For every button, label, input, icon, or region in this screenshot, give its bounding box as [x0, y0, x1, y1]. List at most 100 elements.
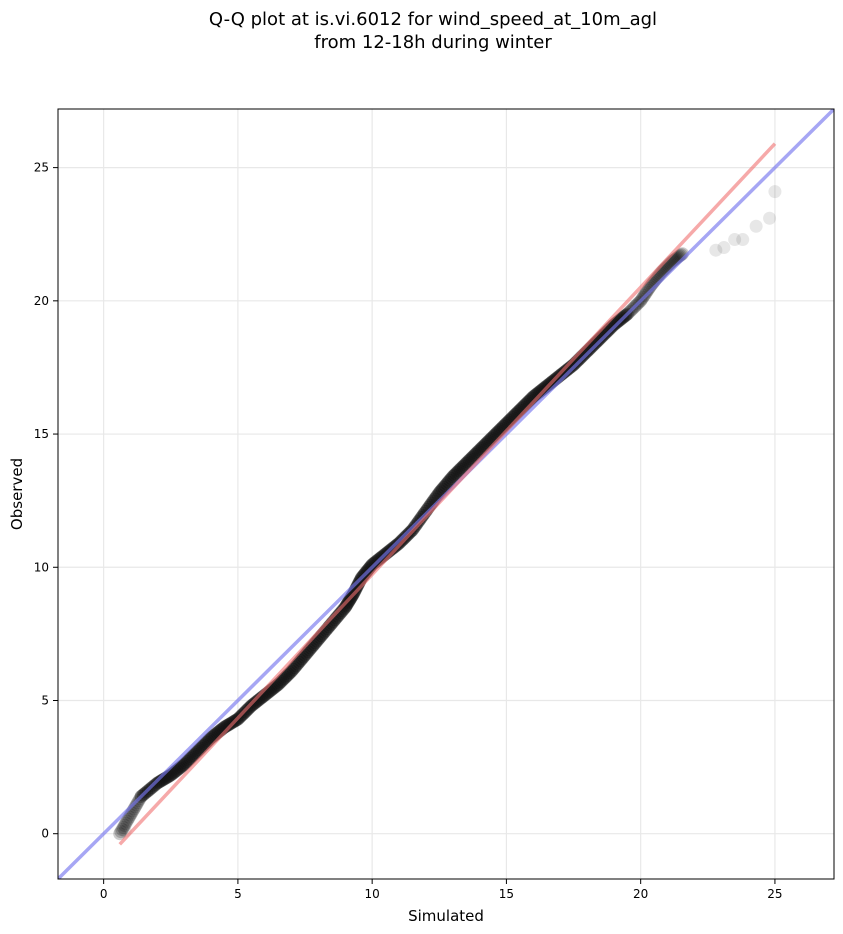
fit-line	[118, 142, 777, 846]
tail-point	[709, 243, 723, 257]
quantile-point	[118, 818, 132, 832]
quantile-point	[171, 762, 185, 776]
quantile-point	[176, 759, 190, 773]
quantile-point	[280, 669, 294, 683]
quantile-point	[446, 470, 460, 484]
quantile-point	[286, 662, 300, 676]
grid	[58, 109, 834, 879]
y-tick-label: 25	[34, 161, 49, 175]
quantile-point	[450, 465, 464, 479]
quantile-point	[152, 775, 166, 789]
quantile-point	[467, 449, 481, 463]
quantile-point	[194, 741, 208, 755]
quantile-point	[198, 737, 212, 751]
quantile-point	[438, 479, 452, 493]
quantile-point	[179, 756, 193, 770]
quantile-point	[173, 761, 187, 775]
y-tick-label: 0	[41, 827, 49, 841]
quantile-point	[470, 446, 484, 460]
quantile-point	[294, 654, 308, 668]
quantile-point	[177, 757, 191, 771]
quantile-point	[465, 450, 479, 464]
quantile-point	[113, 827, 127, 841]
quantile-point	[452, 464, 466, 478]
quantile-point	[121, 812, 135, 826]
quantile-point	[365, 558, 379, 572]
quantile-point	[116, 820, 130, 834]
quantile-point	[271, 678, 285, 692]
y-axis-label: Observed	[8, 458, 26, 530]
plot-frame	[57, 108, 835, 880]
quantile-point	[289, 659, 303, 673]
quantile-point	[131, 796, 145, 810]
quantile-point	[183, 752, 197, 766]
quantile-point	[458, 458, 472, 472]
quantile-point	[274, 675, 288, 689]
tail-point	[749, 219, 763, 233]
quantile-point	[459, 456, 473, 470]
quantile-point	[114, 825, 128, 839]
y-tick-label: 15	[34, 427, 49, 441]
x-tick-label: 25	[767, 887, 782, 901]
tail-point	[717, 241, 731, 255]
quantile-point	[222, 717, 236, 731]
quantile-point	[447, 468, 461, 482]
quantile-point	[282, 667, 296, 681]
quantile-point	[531, 386, 545, 400]
quantile-point	[170, 763, 184, 777]
quantile-point	[468, 447, 482, 461]
quantile-point	[185, 750, 199, 764]
quantile-point	[474, 442, 488, 456]
x-tick-label: 0	[100, 887, 108, 901]
quantile-point	[174, 760, 188, 774]
quantile-point	[453, 462, 467, 476]
quantile-point	[192, 743, 206, 757]
quantile-point	[249, 695, 263, 709]
quantile-point	[247, 696, 261, 710]
quantile-point	[115, 823, 129, 837]
quantile-point	[129, 798, 143, 812]
x-tick-label: 10	[365, 887, 380, 901]
quantile-point	[285, 664, 299, 678]
y-axis-ticks: 0 5 10 15 20 25	[34, 161, 58, 841]
quantile-point	[153, 774, 167, 788]
quantile-point	[464, 452, 478, 466]
tail-point	[736, 233, 750, 247]
quantile-point	[444, 471, 458, 485]
x-tick-label: 5	[234, 887, 242, 901]
quantile-point	[640, 285, 654, 299]
quantile-point	[455, 461, 469, 475]
chart-title-line1: Q-Q plot at is.vi.6012 for wind_speed_at…	[209, 9, 657, 30]
quantile-point	[295, 652, 309, 666]
quantile-point	[279, 670, 293, 684]
quantile-point	[277, 672, 291, 686]
quantile-point	[276, 673, 290, 687]
x-tick-label: 15	[499, 887, 514, 901]
quantile-point	[561, 363, 575, 377]
quantile-point	[338, 600, 352, 614]
x-tick-label: 20	[633, 887, 648, 901]
quantile-point	[292, 655, 306, 669]
quantile-point	[182, 753, 196, 767]
x-axis-ticks: 0 5 10 15 20 25	[100, 879, 783, 901]
quantile-point	[120, 814, 134, 828]
quantile-point	[186, 749, 200, 763]
quantile-point	[195, 740, 209, 754]
y-tick-label: 20	[34, 294, 49, 308]
quantile-point	[534, 384, 548, 398]
quantile-point	[449, 467, 463, 481]
quantile-point	[440, 477, 454, 491]
tail-point	[728, 233, 742, 247]
quantile-point	[461, 455, 475, 469]
quantile-point	[180, 754, 194, 768]
quantile-point	[456, 459, 470, 473]
quantile-point	[462, 453, 476, 467]
quantile-point	[119, 816, 133, 830]
quantile-point	[441, 475, 455, 489]
quantile-point	[191, 744, 205, 758]
tail-point	[763, 211, 777, 225]
quantile-point	[220, 718, 234, 732]
x-axis-label: Simulated	[408, 907, 484, 925]
quantile-point	[339, 599, 353, 613]
